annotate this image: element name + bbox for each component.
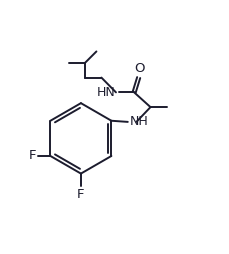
Text: O: O — [134, 62, 144, 75]
Text: HN: HN — [97, 86, 115, 99]
Text: F: F — [77, 188, 84, 201]
Text: NH: NH — [129, 115, 148, 128]
Text: F: F — [28, 149, 36, 163]
